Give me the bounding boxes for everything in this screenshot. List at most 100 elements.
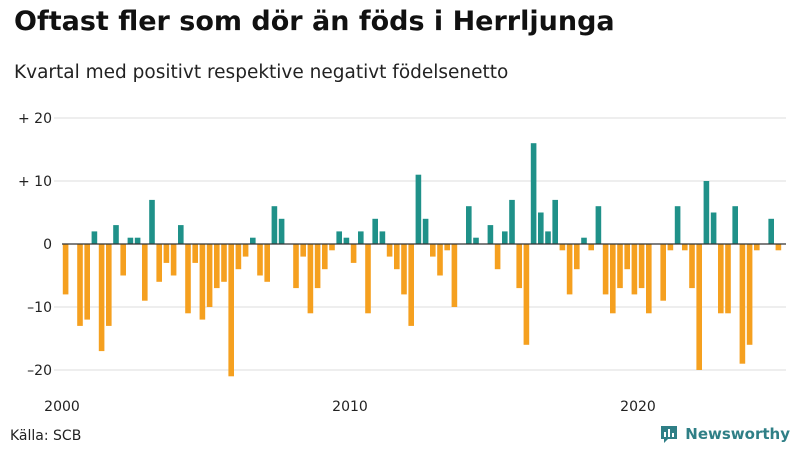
bar-negative [689,244,695,289]
x-axis-ticks: 2000 2010 2020 [44,399,656,415]
source-note: Källa: SCB [10,428,82,444]
bar-positive [538,212,544,244]
bar-positive [372,218,378,244]
bar-negative [199,244,206,320]
bar-negative [394,244,400,270]
bar-positive [336,231,342,244]
bar-negative [430,244,436,257]
bar-positive [379,231,386,244]
brand-name: Newsworthy [685,425,790,443]
bar-negative [523,244,530,345]
bar-positive [127,237,134,244]
bar-negative [444,244,450,251]
bar-negative [451,244,458,307]
bar-negative [98,244,105,352]
bar-positive [149,199,155,244]
bar-negative [386,244,393,257]
y-tick-label: + 10 [18,174,52,190]
bar-positive [250,237,256,244]
bar-positive [674,206,681,244]
bar-positive [91,231,98,244]
bar-negative [214,244,220,289]
bar-negative [638,244,645,289]
bar-positive [278,218,285,244]
bar-negative [696,244,702,370]
bar-negative [322,244,328,270]
bar-negative [242,244,249,257]
y-axis-ticks: + 20 + 10 0 –10 –20 [18,111,52,379]
bar-positive [710,212,717,244]
bar-positive [113,225,119,244]
bar-positive [466,206,472,244]
bar-positive [178,225,184,244]
bar-negative [314,244,321,289]
bar-negative [408,244,414,326]
bar-negative [746,244,753,345]
bar-negative [293,244,299,289]
bar-negative [754,244,760,251]
bar-negative [739,244,746,364]
bar-negative [602,244,609,295]
bar-positive [768,218,774,244]
bar-negative [307,244,314,314]
y-tick-label: –20 [27,363,52,379]
bar-positive [134,237,141,244]
chart-subtitle: Kvartal med positivt respektive negativt… [14,62,509,83]
bar-negative [185,244,191,314]
bar-positive [487,225,494,244]
x-tick-label: 2000 [44,399,80,415]
chart-title: Oftast fler som dör än föds i Herrljunga [14,6,615,37]
bar-negative [84,244,90,320]
bar-negative [682,244,688,251]
bar-positive [473,237,479,244]
bar-negative [566,244,573,295]
bar-negative [401,244,407,295]
bar-positive [502,231,508,244]
bar-negative [660,244,666,301]
newsworthy-logo-icon [661,426,678,443]
bar-negative [559,244,566,251]
bar-positive [581,237,587,244]
bar-negative [667,244,674,251]
bar-negative [106,244,112,326]
bar-negative [300,244,306,257]
y-tick-label: 0 [43,237,52,253]
bar-negative [574,244,580,270]
bar-negative [156,244,162,282]
bar-negative [163,244,170,263]
bar-positive [732,206,738,244]
bar-negative [718,244,724,314]
y-tick-label: –10 [27,300,52,316]
bar-positive [343,237,350,244]
bar-negative [437,244,443,276]
bars [62,143,782,377]
x-tick-label: 2020 [620,399,656,415]
bar-positive [358,231,364,244]
bar-positive [271,206,278,244]
bar-negative [221,244,227,282]
bar-positive [530,143,537,244]
bar-negative [206,244,213,307]
bar-negative [264,244,270,282]
bar-negative [257,244,263,276]
x-tick-label: 2010 [332,399,368,415]
bar-negative [610,244,616,314]
bar-negative [228,244,234,377]
bar-positive [703,181,710,244]
bar-negative [142,244,148,301]
newsworthy-logo: Newsworthy [659,424,790,444]
y-tick-label: + 20 [18,111,52,127]
bar-negative [77,244,83,326]
bar-negative [365,244,371,314]
bar-positive [545,231,551,244]
bar-negative [725,244,731,314]
bar-negative [516,244,522,289]
bar-positive [552,199,558,244]
bar-negative [646,244,652,314]
bar-negative [192,244,198,263]
bar-positive [422,218,429,244]
bar-positive [415,174,422,244]
bar-positive [595,206,602,244]
bar-positive [509,199,515,244]
